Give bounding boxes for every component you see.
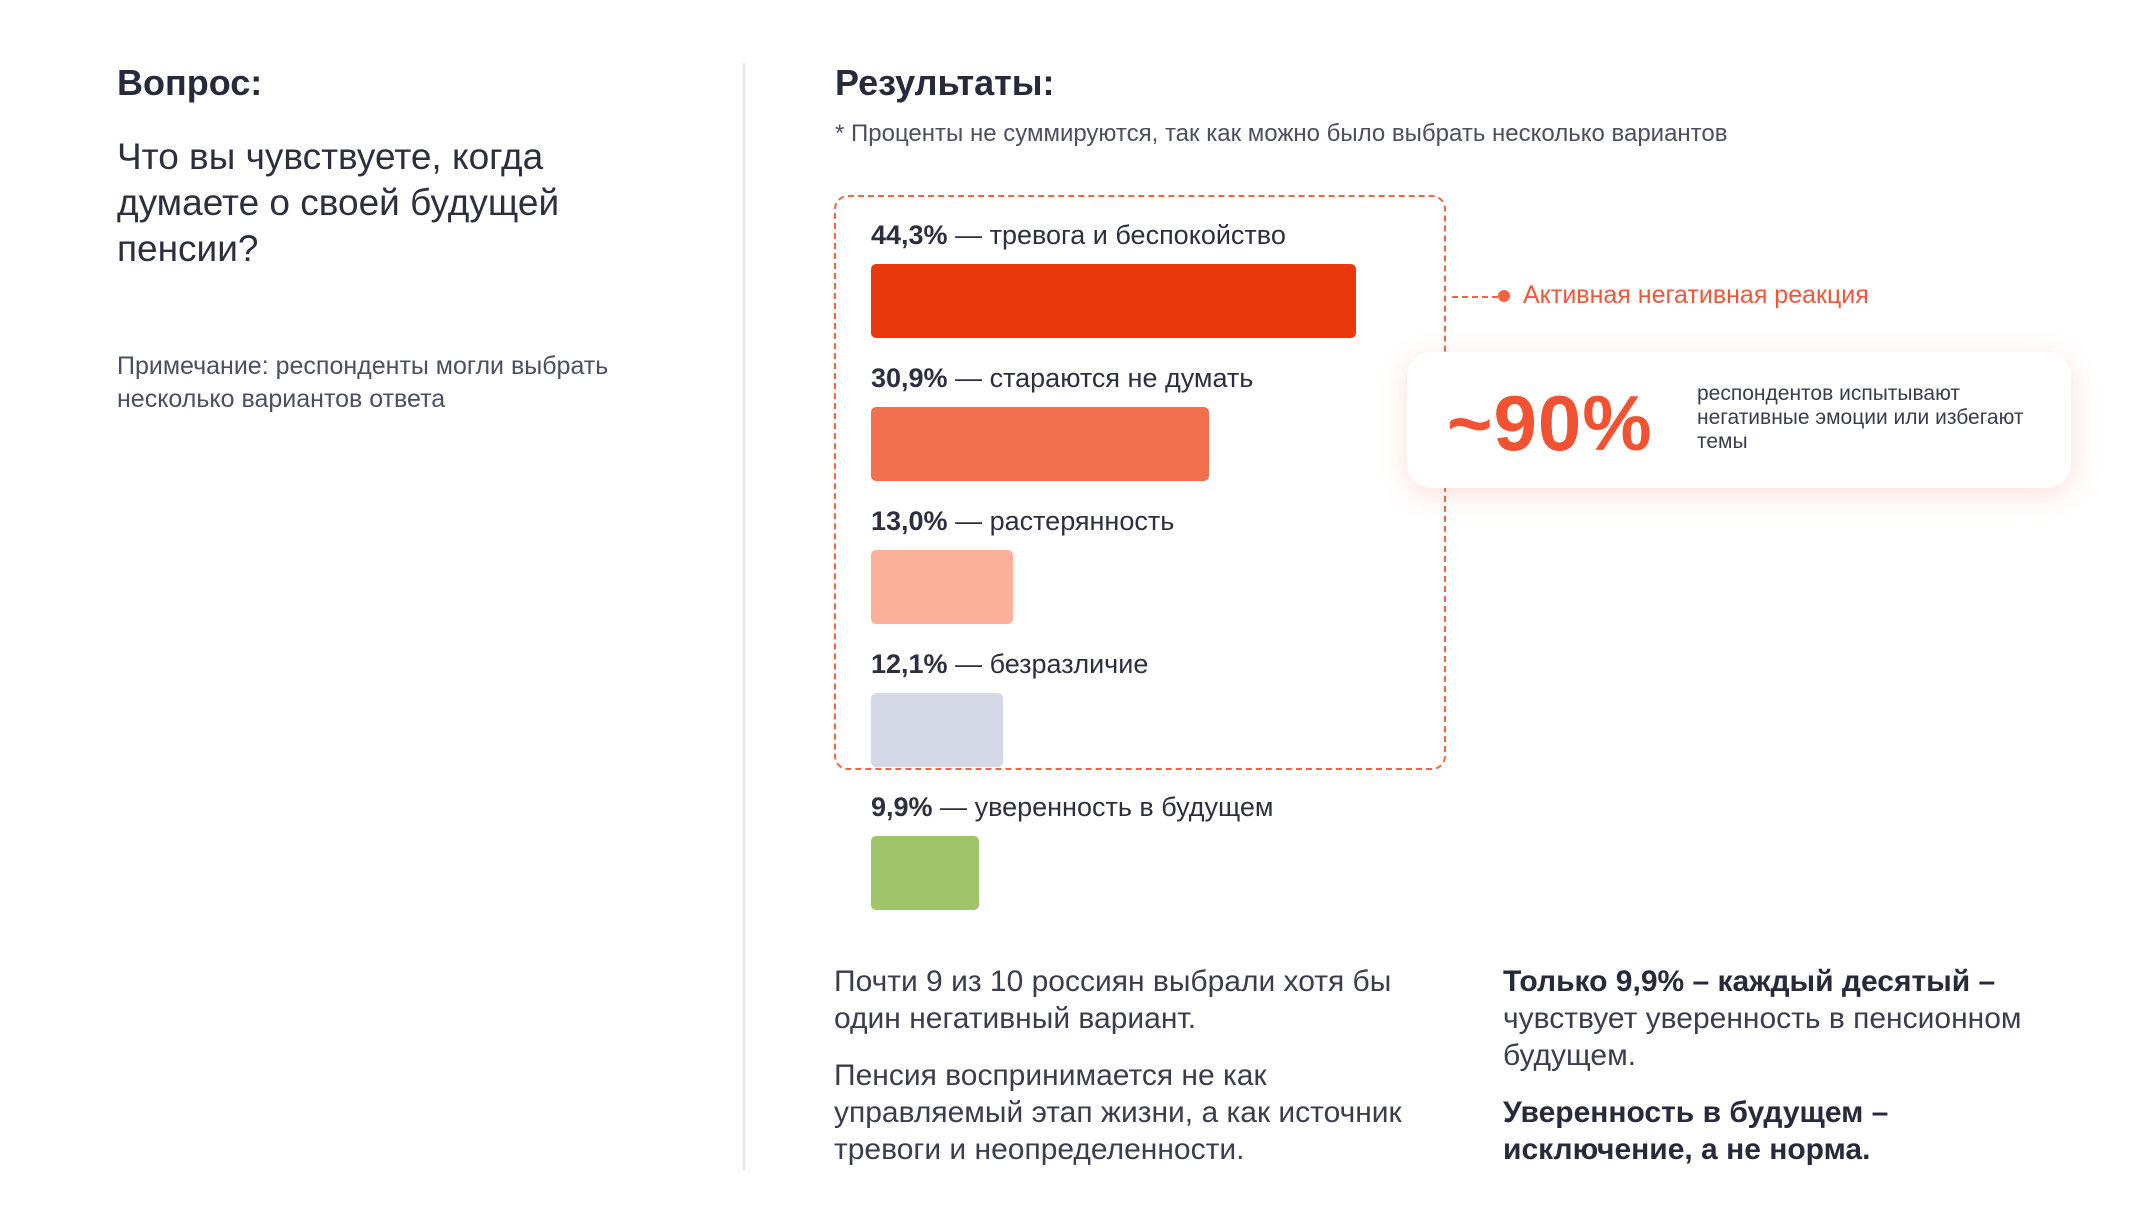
bar-label: 9,9% — уверенность в будущем bbox=[871, 792, 1274, 823]
callout-card: ~90% респондентов испытывают негативные … bbox=[1407, 352, 2071, 488]
bar-value-label: 44,3% bbox=[871, 220, 948, 250]
summary-left: Почти 9 из 10 россиян выбрали хотя бы од… bbox=[834, 963, 1454, 1188]
negative-group-label: Активная негативная реакция bbox=[1523, 281, 1869, 309]
group-connector-line bbox=[1452, 296, 1498, 298]
bar bbox=[871, 693, 1003, 767]
bar-value-label: 9,9% bbox=[871, 792, 933, 822]
bar-label: 44,3% — тревога и беспокойство bbox=[871, 220, 1286, 251]
bar-value-label: 13,0% bbox=[871, 506, 948, 536]
summary-right-p1-strong: Только 9,9% – каждый десятый – bbox=[1503, 965, 1996, 998]
summary-right-p2: Уверенность в будущем – исключение, а не… bbox=[1503, 1096, 1889, 1166]
bar-separator: — bbox=[947, 506, 990, 536]
bar-separator: — bbox=[947, 363, 990, 393]
summary-left-p2: Пенсия воспринимается не как управляемый… bbox=[834, 1059, 1402, 1166]
bar bbox=[871, 264, 1356, 338]
bar-category-label: тревога и беспокойство bbox=[989, 220, 1286, 250]
bar-label: 12,1% — безразличие bbox=[871, 649, 1148, 680]
bar-separator: — bbox=[947, 220, 990, 250]
callout-value: ~90% bbox=[1447, 379, 1653, 467]
column-divider bbox=[743, 63, 745, 1171]
results-heading: Результаты: bbox=[835, 62, 1055, 103]
question-text: Что вы чувствуете, когда думаете о своей… bbox=[117, 136, 560, 269]
bar bbox=[871, 836, 979, 910]
bar-separator: — bbox=[947, 649, 990, 679]
bar-category-label: безразличие bbox=[989, 649, 1149, 679]
bar-label: 13,0% — растерянность bbox=[871, 506, 1174, 537]
bar-label: 30,9% — стараются не думать bbox=[871, 363, 1253, 394]
bar-category-label: уверенность в будущем bbox=[974, 792, 1274, 822]
summary-right-p1-rest: чувствует уверенность в пенсионном будущ… bbox=[1503, 1002, 2022, 1072]
callout-text: респондентов испытывают негативные эмоци… bbox=[1697, 382, 2024, 453]
summary-left-p1: Почти 9 из 10 россиян выбрали хотя бы од… bbox=[834, 965, 1392, 1035]
summary-right: Только 9,9% – каждый десятый – чувствует… bbox=[1503, 963, 2063, 1188]
question-heading: Вопрос: bbox=[117, 62, 263, 103]
bar-category-label: стараются не думать bbox=[989, 363, 1254, 393]
bar bbox=[871, 407, 1209, 481]
bar-value-label: 12,1% bbox=[871, 649, 948, 679]
bar-separator: — bbox=[932, 792, 975, 822]
bar bbox=[871, 550, 1013, 624]
group-connector-dot bbox=[1498, 290, 1510, 302]
summary-right-p1: Только 9,9% – каждый десятый – чувствует… bbox=[1503, 963, 2063, 1074]
bar-value-label: 30,9% bbox=[871, 363, 948, 393]
question-note: Примечание: респонденты могли выбрать не… bbox=[117, 352, 609, 413]
bar-category-label: растерянность bbox=[989, 506, 1175, 536]
results-note: * Проценты не суммируются, так как можно… bbox=[835, 120, 1728, 147]
